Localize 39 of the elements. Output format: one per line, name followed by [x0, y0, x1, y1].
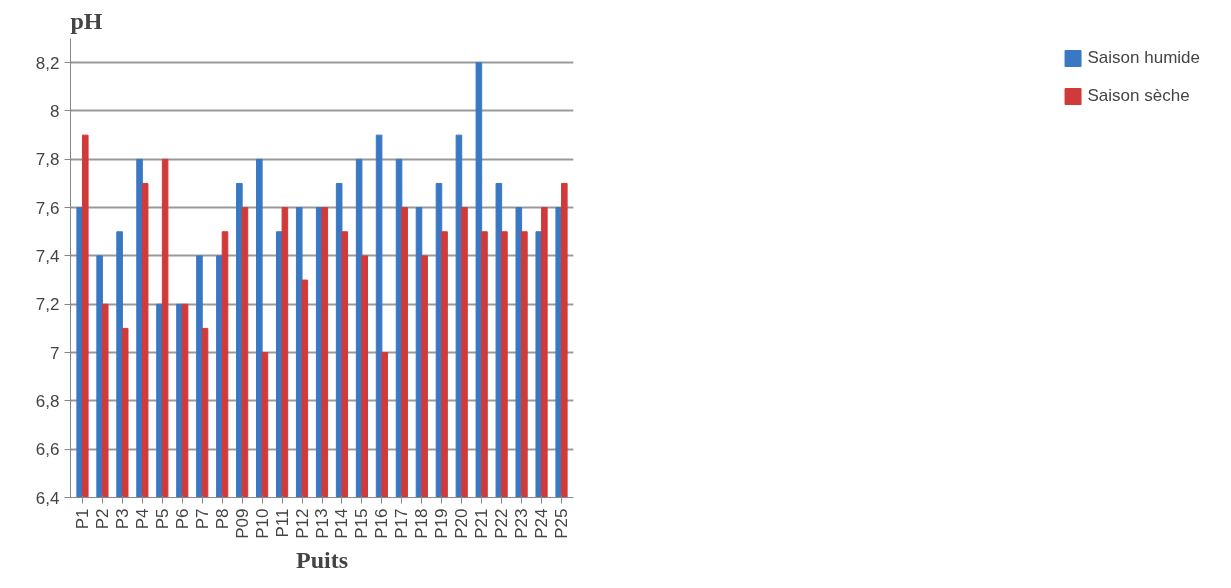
- x-tick-label: P18: [412, 508, 432, 539]
- x-tick-label: P13: [312, 508, 332, 539]
- y-tick-label: 6,8: [35, 391, 60, 411]
- y-tick-label: 6,6: [35, 440, 60, 460]
- x-tick-label: P12: [292, 508, 312, 539]
- x-tick-label: P17: [392, 508, 412, 539]
- x-tick-label: P7: [192, 508, 212, 530]
- x-tick-label: P23: [512, 508, 532, 539]
- x-tick-label: P21: [472, 508, 492, 539]
- x-tick-label: P1: [72, 508, 92, 530]
- x-tick-label: P11: [272, 508, 292, 538]
- x-tick-label: P14: [332, 508, 352, 539]
- y-tick-label: 7: [50, 343, 60, 363]
- x-tick-label: P19: [432, 508, 452, 539]
- x-tick-label: P3: [112, 508, 132, 530]
- x-tick-label: P2: [92, 508, 112, 530]
- y-tick-label: 7,6: [35, 198, 60, 218]
- y-axis-title: pH: [70, 7, 103, 34]
- x-axis-title: Puits: [296, 546, 349, 573]
- y-tick-label: 8,2: [35, 53, 60, 73]
- x-tick-label: P22: [492, 508, 512, 539]
- legend-label: Saison humide: [1087, 48, 1200, 68]
- x-tick-label: P16: [372, 508, 392, 539]
- x-tick-label: P4: [132, 508, 152, 530]
- x-tick-label: P15: [352, 508, 372, 539]
- y-tick-label: 8: [50, 101, 60, 121]
- y-tick-label: 7,2: [35, 295, 60, 315]
- y-tick-label: 6,4: [35, 488, 60, 508]
- x-tick-label: P8: [212, 508, 232, 530]
- x-tick-label: P09: [232, 508, 252, 539]
- x-tick-label: P24: [532, 508, 552, 539]
- x-tick-label: P5: [152, 508, 172, 530]
- legend-label: Saison sèche: [1087, 86, 1190, 106]
- x-tick-label: P20: [452, 508, 472, 539]
- x-tick-label: P25: [552, 508, 572, 539]
- x-tick-label: P10: [252, 508, 272, 539]
- y-tick-label: 7,8: [35, 150, 60, 170]
- y-tick-label: 7,4: [35, 246, 60, 266]
- x-tick-label: P6: [172, 508, 192, 530]
